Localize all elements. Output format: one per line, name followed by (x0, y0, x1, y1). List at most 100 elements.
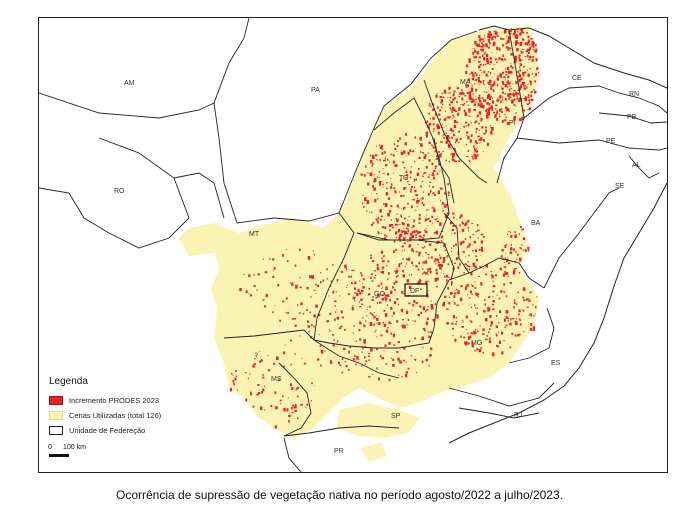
deforestation-patch (417, 268, 420, 271)
deforestation-patch (421, 202, 424, 204)
deforestation-patch (469, 101, 471, 103)
deforestation-patch (367, 172, 369, 174)
deforestation-patch (457, 251, 459, 253)
deforestation-patch (401, 208, 402, 210)
deforestation-patch (366, 210, 368, 212)
scale-line (49, 454, 69, 457)
deforestation-patch (395, 231, 398, 235)
deforestation-patch (483, 91, 486, 93)
deforestation-patch (505, 46, 509, 49)
deforestation-patch (504, 84, 508, 88)
deforestation-patch (447, 143, 451, 148)
deforestation-patch (374, 154, 378, 157)
deforestation-patch (516, 48, 519, 52)
deforestation-patch (522, 48, 524, 50)
deforestation-patch (358, 359, 360, 361)
deforestation-patch (415, 177, 417, 179)
deforestation-patch (318, 313, 321, 317)
deforestation-patch (490, 88, 493, 91)
deforestation-patch (464, 263, 467, 265)
deforestation-patch (389, 298, 391, 302)
deforestation-patch (376, 317, 379, 321)
state-label-pr: PR (334, 448, 344, 455)
deforestation-patch (509, 251, 513, 254)
deforestation-patch (519, 42, 522, 46)
state-label-df: DF (410, 288, 419, 295)
deforestation-patch (398, 236, 401, 238)
deforestation-patch (427, 306, 429, 307)
deforestation-patch (407, 183, 409, 185)
deforestation-patch (330, 280, 332, 283)
state-label-pi: PI (509, 120, 516, 127)
deforestation-patch (425, 131, 429, 135)
deforestation-patch (256, 353, 258, 356)
deforestation-patch (396, 204, 399, 208)
deforestation-patch (479, 122, 481, 124)
deforestation-patch (403, 167, 406, 169)
deforestation-patch (501, 44, 504, 47)
deforestation-patch (479, 69, 482, 71)
deforestation-patch (522, 51, 524, 53)
deforestation-patch (462, 223, 465, 225)
deforestation-patch (465, 341, 468, 344)
deforestation-patch (421, 197, 424, 200)
deforestation-patch (483, 132, 486, 135)
deforestation-patch (400, 216, 403, 218)
deforestation-patch (398, 359, 401, 362)
deforestation-patch (356, 356, 359, 360)
deforestation-patch (525, 96, 528, 99)
deforestation-patch (469, 236, 472, 239)
deforestation-patch (536, 68, 538, 71)
deforestation-patch (513, 306, 515, 309)
deforestation-patch (502, 71, 504, 74)
deforestation-patch (533, 315, 535, 317)
deforestation-patch (318, 334, 321, 336)
deforestation-patch (515, 92, 518, 95)
deforestation-patch (507, 35, 511, 40)
deforestation-patch (513, 301, 516, 305)
deforestation-patch (512, 94, 513, 96)
deforestation-patch (463, 102, 465, 105)
deforestation-patch (475, 43, 478, 47)
deforestation-patch (485, 109, 487, 112)
deforestation-patch (394, 270, 396, 273)
deforestation-patch (454, 148, 456, 152)
deforestation-patch (383, 159, 386, 162)
deforestation-patch (488, 107, 491, 111)
deforestation-patch (415, 210, 417, 211)
deforestation-patch (428, 365, 430, 367)
deforestation-patch (422, 306, 426, 311)
deforestation-patch (386, 330, 389, 333)
deforestation-patch (441, 202, 444, 205)
deforestation-patch (461, 285, 463, 287)
border-pr-south (283, 437, 302, 472)
deforestation-patch (484, 299, 486, 301)
deforestation-patch (451, 233, 453, 235)
deforestation-patch (452, 98, 455, 101)
deforestation-patch (509, 82, 511, 85)
deforestation-patch (468, 94, 471, 97)
deforestation-patch (351, 305, 354, 307)
deforestation-patch (337, 324, 339, 325)
deforestation-patch (431, 172, 434, 175)
deforestation-patch (507, 93, 510, 98)
deforestation-patch (489, 125, 491, 126)
deforestation-patch (447, 308, 449, 310)
deforestation-patch (425, 166, 428, 169)
deforestation-patch (385, 330, 387, 333)
deforestation-patch (531, 58, 534, 62)
deforestation-patch (294, 405, 297, 409)
deforestation-patch (428, 218, 430, 220)
deforestation-patch (396, 151, 398, 152)
deforestation-patch (390, 332, 393, 335)
deforestation-patch (467, 78, 471, 81)
deforestation-patch (367, 293, 371, 296)
deforestation-patch (421, 268, 424, 270)
deforestation-patch (524, 65, 526, 67)
deforestation-patch (517, 333, 519, 337)
deforestation-patch (419, 279, 422, 283)
deforestation-patch (385, 156, 386, 157)
deforestation-patch (499, 108, 502, 112)
deforestation-patch (411, 231, 414, 234)
deforestation-patch (499, 96, 502, 99)
